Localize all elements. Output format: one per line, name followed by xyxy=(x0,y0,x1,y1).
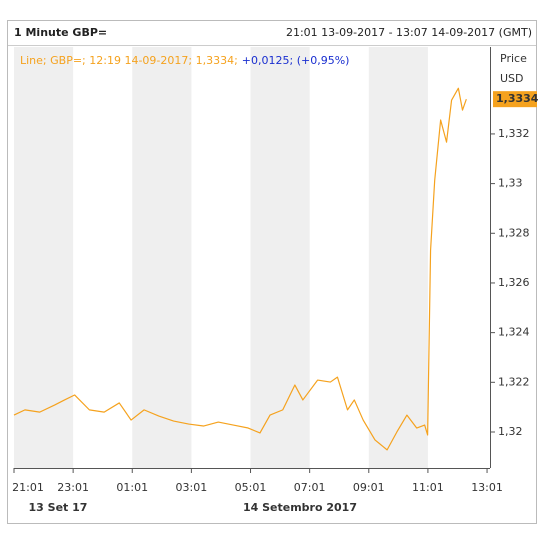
y-tick-label: 1,326 xyxy=(498,276,530,289)
legend-text: Line; GBP=; 12:19 14-09-2017; 1,3334; xyxy=(20,54,238,67)
x-tick-label: 11:01 xyxy=(412,481,444,494)
x-tick-label: 03:01 xyxy=(176,481,208,494)
date-label: 13 Set 17 xyxy=(29,501,88,514)
x-tick-label: 01:01 xyxy=(116,481,148,494)
y-tick-label: 1,32 xyxy=(498,425,523,438)
y-tick-label: 1,332 xyxy=(498,127,530,140)
x-tick-label: 21:01 xyxy=(12,481,44,494)
y-axis-label: Price xyxy=(500,52,527,65)
chart-subtitle: 21:01 13-09-2017 - 13:07 14-09-2017 (GMT… xyxy=(286,26,532,39)
price-line xyxy=(13,87,467,451)
x-tick-label: 09:01 xyxy=(353,481,385,494)
background-band xyxy=(132,47,192,468)
chart-title: 1 Minute GBP= xyxy=(14,26,107,39)
x-tick-label: 23:01 xyxy=(57,481,89,494)
y-tick-label: 1,328 xyxy=(498,226,530,239)
y-axis-unit: USD xyxy=(500,72,524,85)
current-price-tag xyxy=(493,91,537,108)
background-band xyxy=(14,47,74,468)
date-label: 14 Setembro 2017 xyxy=(243,501,357,514)
y-tick-label: 1,322 xyxy=(498,375,530,388)
y-tick-label: 1,324 xyxy=(498,326,530,339)
x-tick-label: 07:01 xyxy=(294,481,326,494)
x-tick-label: 13:01 xyxy=(471,481,503,494)
x-tick-label: 05:01 xyxy=(235,481,267,494)
background-band xyxy=(250,47,310,468)
legend: Line; GBP=; 12:19 14-09-2017; 1,3334; +0,… xyxy=(20,54,349,67)
legend-change: +0,0125; (+0,95%) xyxy=(242,54,350,67)
current-price-label: 1,3334 xyxy=(496,92,539,105)
background-band xyxy=(368,47,428,468)
y-tick-label: 1,33 xyxy=(498,177,523,190)
